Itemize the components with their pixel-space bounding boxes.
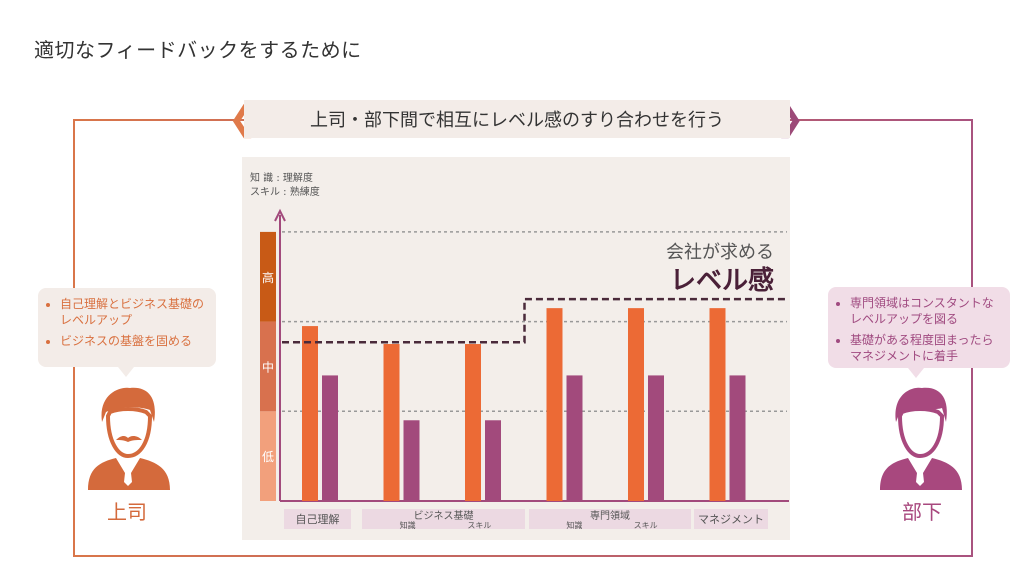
level-label: 中: [262, 359, 274, 374]
subordinate-bubble: 専門領域はコンスタントなレベルアップを図る基礎がある程度固まったらマネジメントに…: [828, 287, 1010, 368]
category-label: マネジメント: [698, 513, 764, 526]
bar: [383, 344, 400, 501]
bar: [465, 344, 481, 501]
category-label: 専門領域: [590, 509, 630, 522]
boss-bubble: 自己理解とビジネス基礎のレベルアップビジネスの基盤を固める: [38, 288, 216, 367]
subordinate-person-icon: [880, 387, 962, 490]
category-label-bg: [529, 509, 691, 529]
category-label: 自己理解: [296, 512, 340, 526]
bar: [729, 375, 746, 501]
category-label-bg: [694, 509, 768, 529]
bar: [546, 308, 563, 501]
bar: [709, 308, 726, 501]
legend-text: 知 識 : 理解度: [250, 171, 313, 184]
page-title: 適切なフィードバックをするために: [34, 38, 362, 62]
subordinate-label: 部下: [902, 500, 942, 524]
bar: [322, 375, 338, 501]
subcategory-label: スキル: [467, 521, 491, 530]
company-level-label: 会社が求める: [666, 242, 774, 263]
chart-panel: 知 識 : 理解度 スキル : 熟練度低 中 高 会社が求めるレベル感自己理解 ビジネス基…: [242, 157, 790, 540]
bubble-tail: [118, 367, 134, 377]
y-axis-arrow-icon: [274, 208, 286, 222]
level-label: 高: [262, 270, 274, 285]
subordinate-bullet: 基礎がある程度固まったらマネジメントに着手: [850, 332, 1000, 364]
subcategory-label: 知識: [400, 520, 416, 530]
category-label-bg: [362, 509, 525, 529]
bar: [628, 308, 644, 501]
bar: [566, 375, 583, 501]
bar: [403, 420, 420, 501]
level-band: [260, 411, 276, 501]
subcategory-label: 知識: [566, 520, 582, 530]
bubble-tail: [908, 368, 924, 378]
company-level-label: レベル感: [670, 266, 774, 296]
boss-label: 上司: [107, 500, 147, 524]
boss-bullet: 自己理解とビジネス基礎のレベルアップ: [60, 296, 206, 328]
category-label: ビジネス基礎: [414, 509, 474, 522]
category-label-bg: [284, 509, 351, 529]
legend-text: スキル : 熟練度: [250, 185, 320, 198]
subcategory-label: スキル: [634, 521, 658, 530]
bar: [648, 375, 664, 501]
subordinate-bullet: 専門領域はコンスタントなレベルアップを図る: [850, 295, 1000, 327]
boss-bullet: ビジネスの基盤を固める: [60, 333, 206, 349]
level-band: [260, 321, 276, 412]
bar: [485, 420, 501, 501]
company-level-line: [282, 297, 785, 344]
banner: 上司・部下間で相互にレベル感のすり合わせを行う: [244, 100, 790, 138]
boss-person-icon: [88, 387, 170, 490]
level-band: [260, 231, 276, 322]
level-label: 低: [262, 450, 274, 464]
bar: [302, 326, 318, 501]
